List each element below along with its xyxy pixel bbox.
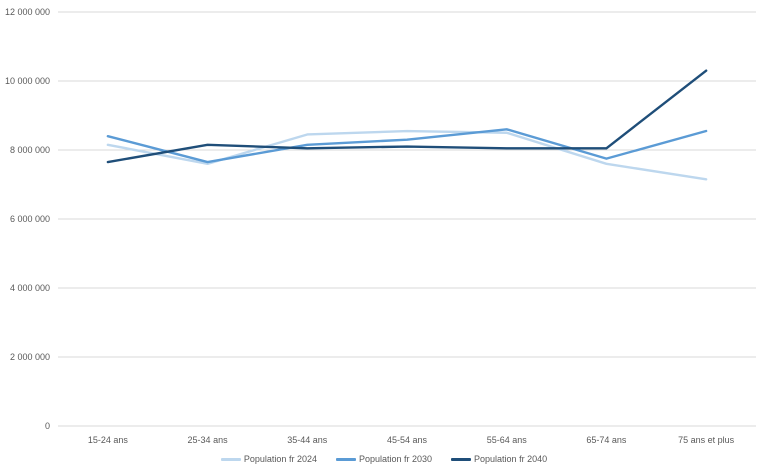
legend-item: Population fr 2024	[220, 454, 317, 464]
x-axis-category-label: 15-24 ans	[88, 435, 129, 445]
y-axis-tick-label: 10 000 000	[5, 76, 50, 86]
y-axis-tick-label: 2 000 000	[10, 352, 50, 362]
series-line	[106, 129, 708, 181]
y-axis-tick-label: 0	[45, 421, 50, 431]
x-axis-category-label: 65-74 ans	[586, 435, 627, 445]
y-axis-tick-label: 12 000 000	[5, 7, 50, 17]
x-axis-category-label: 75 ans et plus	[678, 435, 735, 445]
y-axis-tick-label: 4 000 000	[10, 283, 50, 293]
legend-item: Population fr 2030	[335, 454, 433, 464]
x-axis-category-label: 55-64 ans	[487, 435, 528, 445]
legend-line-marker	[451, 457, 472, 461]
legend-line-marker	[220, 457, 241, 461]
legend-label: Population fr 2040	[474, 454, 548, 464]
x-axis-category-label: 35-44 ans	[287, 435, 328, 445]
y-axis-tick-label: 6 000 000	[10, 214, 50, 224]
y-axis-tick-label: 8 000 000	[10, 145, 50, 155]
legend-label: Population fr 2030	[358, 454, 433, 464]
x-axis-category-label: 45-54 ans	[387, 435, 428, 445]
legend-line-marker	[335, 457, 356, 461]
legend-label: Population fr 2024	[243, 454, 317, 464]
chart-legend: Population fr 2024 Population fr 2030 Popu…	[0, 451, 768, 467]
series-line	[106, 128, 708, 164]
series-line	[106, 69, 708, 164]
x-axis-category-label: 25-34 ans	[188, 435, 229, 445]
legend-item: Population fr 2040	[451, 454, 547, 464]
